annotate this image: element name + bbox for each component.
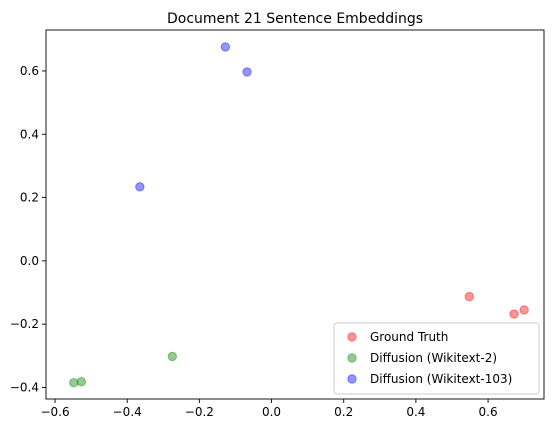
y-tick-label: −0.2 (10, 317, 39, 331)
point-series-3-2 (242, 67, 252, 77)
x-tick-label: −0.6 (40, 405, 69, 419)
point-series-3-1 (220, 42, 231, 52)
y-tick-label: 0.4 (20, 127, 39, 141)
legend-marker (347, 332, 357, 342)
y-tick-label: 0.2 (20, 191, 39, 205)
y-tick-label: 0.0 (20, 254, 39, 268)
y-tick-label: −0.4 (10, 380, 39, 394)
x-tick-label: 0.4 (406, 405, 425, 419)
x-tick-label: 0.6 (479, 405, 498, 419)
point-series-3-3 (135, 182, 145, 192)
point-series-2-2 (69, 378, 79, 388)
legend-label: Diffusion (Wikitext-2) (370, 351, 497, 365)
point-series-1-2 (509, 309, 519, 319)
legend-marker (347, 374, 357, 384)
y-tick-label: 0.6 (20, 64, 39, 78)
point-series-1-3 (519, 305, 529, 315)
x-tick-label: −0.4 (113, 405, 142, 419)
legend-box (333, 322, 540, 395)
point-series-2-1 (167, 351, 178, 362)
y-axis-ticks: −0.4 −0.2 0.0 0.2 0.4 0.6 (10, 64, 46, 394)
data-points (69, 42, 529, 388)
x-tick-label: 0.0 (262, 405, 281, 419)
point-series-1-1 (464, 291, 474, 302)
x-tick-label: 0.2 (334, 405, 353, 419)
axes-frame (45, 29, 545, 400)
legend: Ground Truth Diffusion (Wikitext-2) Diffus… (333, 322, 540, 395)
chart-title: Document 21 Sentence Embeddings (167, 11, 423, 27)
x-axis-ticks: −0.6 −0.4 −0.2 0.0 0.2 0.4 0.6 (40, 399, 498, 419)
legend-marker (347, 353, 357, 363)
x-tick-label: −0.2 (185, 405, 214, 419)
point-series-2-3 (76, 377, 87, 387)
legend-label: Ground Truth (370, 330, 448, 344)
legend-label: Diffusion (Wikitext-103) (370, 372, 512, 386)
